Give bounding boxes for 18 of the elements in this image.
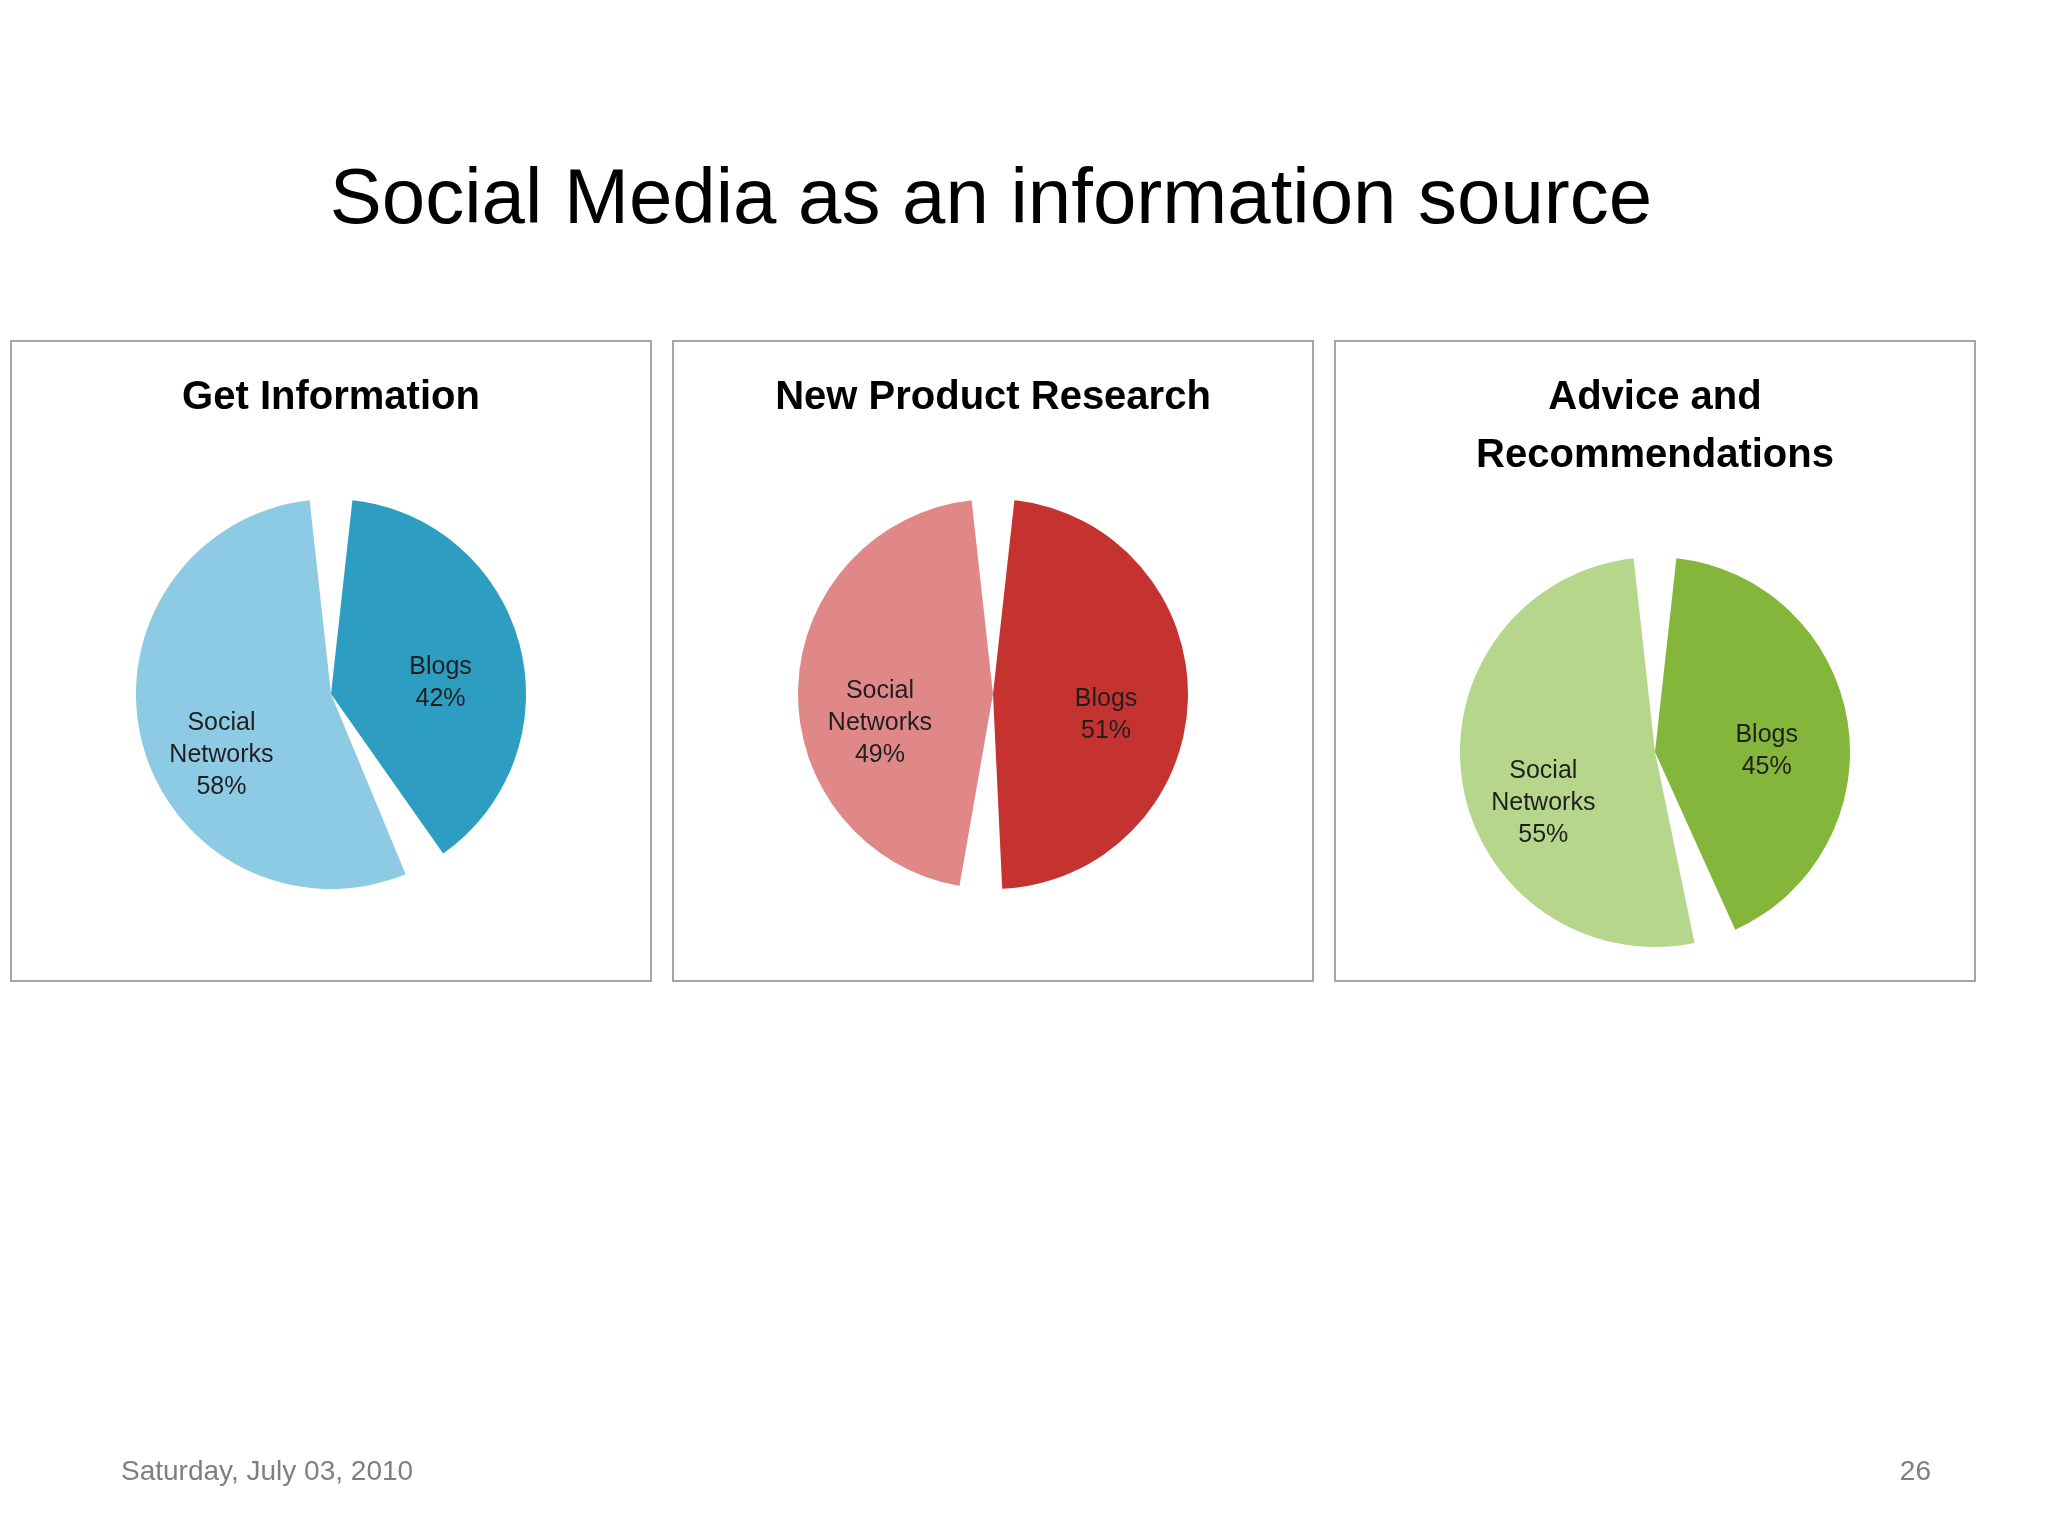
slice-label: Social Networks [827, 675, 933, 736]
text: Social Media as an information source [329, 152, 1653, 240]
data-label: 51% [1081, 714, 1132, 743]
slice-label: Blogs [1074, 682, 1138, 711]
text: Saturday, July 03, 2010 [121, 1455, 414, 1486]
slice-label: Social Networks [169, 707, 274, 768]
slice-label: Blogs [1735, 719, 1798, 748]
data-label: 58% [196, 771, 247, 800]
text: 26 [1899, 1455, 1931, 1486]
chart-title: Get Information [182, 373, 480, 417]
chart-title: Advice and Recommendations [1476, 373, 1834, 475]
slice-label: Blogs [409, 650, 472, 679]
data-label: 42% [415, 682, 466, 711]
data-label: 45% [1741, 751, 1792, 780]
slice-label: Social Networks [1491, 754, 1596, 815]
data-label: 49% [854, 739, 905, 768]
chart-title: New Product Research [775, 373, 1211, 417]
data-label: 55% [1518, 818, 1569, 847]
